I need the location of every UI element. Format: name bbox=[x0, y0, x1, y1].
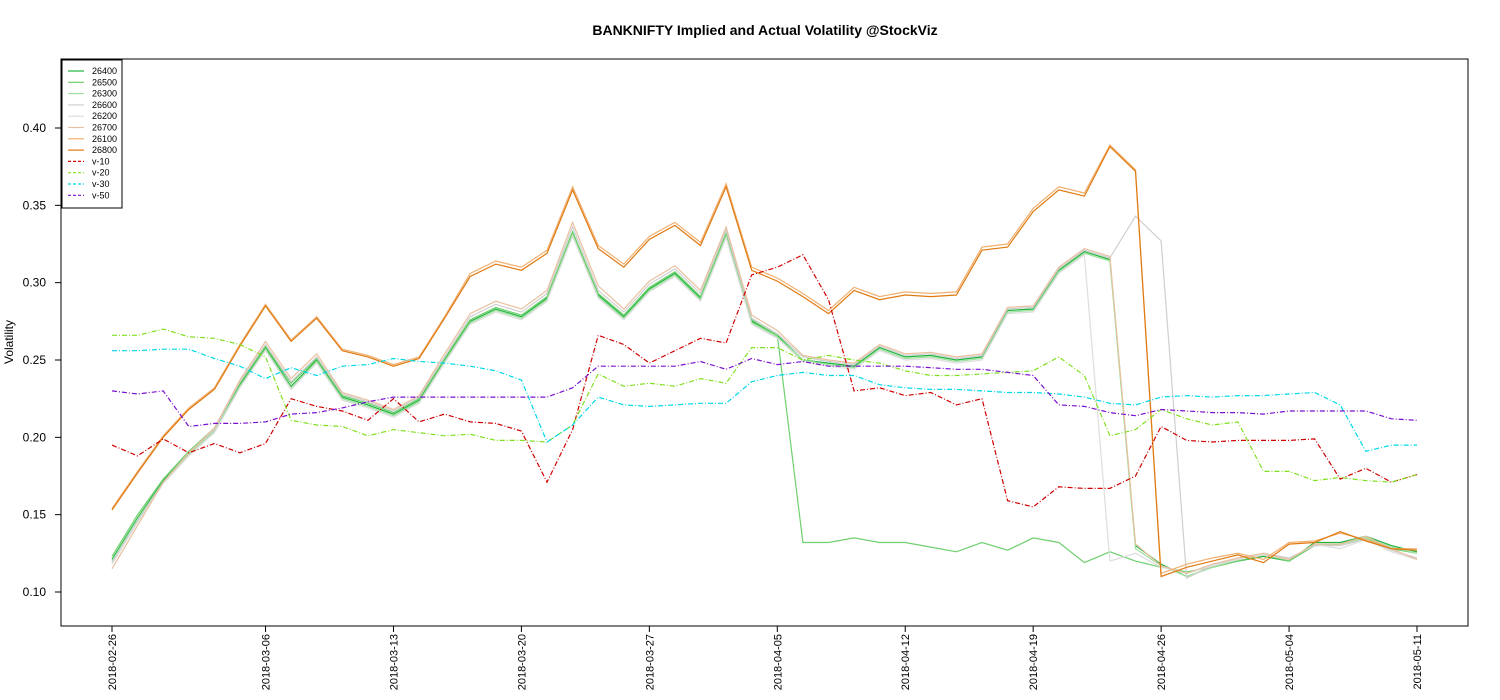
legend-label: v-30 bbox=[92, 179, 110, 189]
legend-label: 26100 bbox=[92, 134, 117, 144]
plot-frame bbox=[60, 58, 1469, 627]
x-axis: 2018-02-26 2018-03-06 2018-03-13 2018-03-20… bbox=[107, 626, 1424, 690]
series-line-26700 bbox=[111, 220, 1418, 575]
legend-label: v-20 bbox=[92, 168, 110, 178]
y-tick-label: 0.40 bbox=[23, 121, 47, 135]
y-tick-label: 0.10 bbox=[23, 585, 47, 599]
y-axis-label: Volatility bbox=[2, 320, 16, 364]
legend-label: 26200 bbox=[92, 111, 117, 121]
y-tick-label: 0.30 bbox=[23, 276, 47, 290]
series-line-v-20 bbox=[112, 328, 1418, 483]
x-tick-label: 2018-05-11 bbox=[1412, 634, 1424, 689]
y-tick-label: 0.20 bbox=[23, 430, 47, 444]
x-tick-label: 2018-04-26 bbox=[1156, 634, 1168, 690]
legend-label: v-10 bbox=[92, 156, 110, 166]
x-tick-label: 2018-03-06 bbox=[261, 634, 273, 690]
legend-label: 26700 bbox=[92, 123, 117, 133]
series-line-26600 bbox=[111, 215, 1418, 580]
series-line-26200 bbox=[111, 234, 1418, 575]
y-axis: 0.10 0.15 0.20 0.25 0.30 0.35 0.40 bbox=[23, 121, 61, 599]
legend-label: 26400 bbox=[92, 66, 117, 76]
legend-label: 26500 bbox=[92, 77, 117, 87]
legend-label: 26600 bbox=[92, 100, 117, 110]
x-tick-label: 2018-03-13 bbox=[388, 634, 400, 690]
x-tick-label: 2018-03-27 bbox=[644, 634, 656, 690]
y-tick-label: 0.35 bbox=[23, 198, 47, 212]
y-tick-label: 0.25 bbox=[23, 353, 47, 367]
legend-label: 26800 bbox=[92, 145, 117, 155]
y-tick-label: 0.15 bbox=[23, 508, 47, 522]
series-line-v-10 bbox=[111, 254, 1418, 508]
legend-label: 26300 bbox=[92, 89, 117, 99]
x-tick-label: 2018-04-19 bbox=[1028, 634, 1040, 690]
x-tick-label: 2018-05-04 bbox=[1284, 634, 1296, 690]
x-tick-label: 2018-04-05 bbox=[772, 634, 784, 690]
series-line-v-30 bbox=[112, 348, 1417, 452]
x-tick-label: 2018-03-20 bbox=[516, 634, 528, 690]
series-line-26500 bbox=[111, 229, 1418, 573]
legend-box bbox=[61, 59, 123, 209]
chart-title: BANKNIFTY Implied and Actual Volatility … bbox=[592, 22, 938, 38]
series-layer bbox=[111, 144, 1418, 580]
series-line-26800 bbox=[111, 145, 1418, 578]
x-tick-label: 2018-02-26 bbox=[107, 634, 119, 690]
series-line-26100 bbox=[111, 144, 1417, 575]
x-tick-label: 2018-04-12 bbox=[900, 634, 912, 690]
series-line-26400 bbox=[111, 231, 1418, 578]
legend-label: v-50 bbox=[92, 190, 110, 200]
series-line-26300 bbox=[111, 233, 1418, 578]
series-line-v-50 bbox=[111, 357, 1418, 428]
